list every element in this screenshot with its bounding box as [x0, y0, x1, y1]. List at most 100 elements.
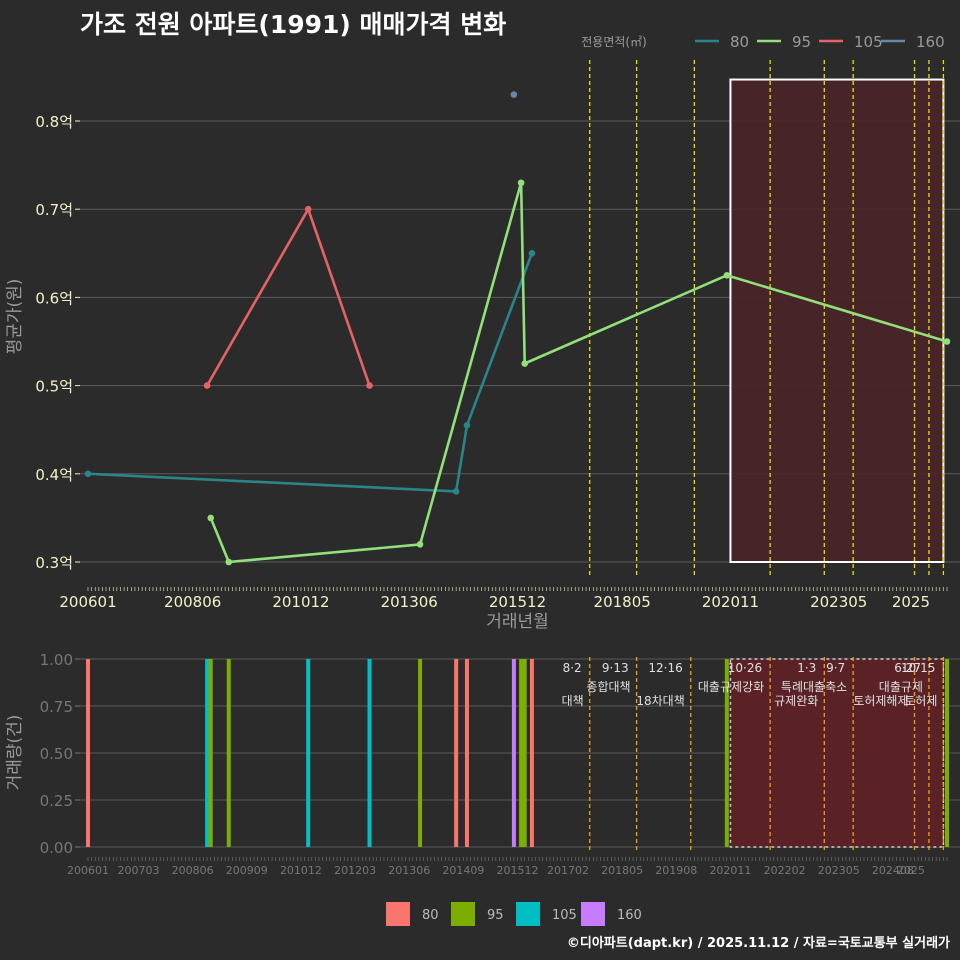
x-tick-label: 202305 — [810, 593, 867, 611]
price-policy-lines — [589, 60, 945, 578]
price-highlight-region — [729, 78, 945, 564]
legend-label-80: 80 — [422, 908, 439, 923]
policy-date: 8·2 — [563, 661, 582, 675]
data-point-95 — [521, 360, 529, 367]
x-tick-label: 2025 — [897, 864, 925, 877]
y-tick-label: 1.00 — [40, 651, 73, 669]
policy-label: 대책 — [562, 693, 584, 708]
bar-95 — [208, 659, 213, 847]
volume-policy-lines: 8·2 대책 9·13 종합대책 12·16 18차대책 10·26 대출규제강화 1·3 규제완… — [562, 657, 945, 853]
volume-highlight-region — [729, 658, 945, 848]
data-point-105 — [304, 205, 312, 213]
y-tick-label: 0.3억 — [35, 554, 73, 572]
data-point-95 — [517, 179, 525, 187]
price-legend[interactable]: 전용면적(㎡) 80 95 105 160 — [581, 33, 944, 51]
bar-160 — [511, 659, 516, 847]
y-tick-label: 0.5억 — [35, 378, 73, 396]
highlight-box — [729, 78, 945, 564]
x-tick-label: 201409 — [442, 864, 484, 877]
policy-label: 18차대책 — [636, 693, 684, 708]
data-point-95 — [207, 514, 215, 522]
x-tick-label: 202408 — [872, 864, 914, 877]
data-point-105 — [203, 382, 211, 389]
volume-bars — [86, 659, 949, 847]
x-tick-label: 201012 — [272, 593, 329, 611]
data-point-95 — [416, 541, 424, 548]
x-tick-label: 201805 — [601, 864, 643, 877]
x-tick-label: 201012 — [280, 864, 322, 877]
x-tick-label: 201805 — [594, 593, 651, 611]
x-tick-label: 201306 — [381, 593, 438, 611]
x-tick-label: 202202 — [764, 864, 806, 877]
policy-label: 대출규제강화 — [698, 680, 764, 694]
x-tick-label: 200703 — [118, 864, 160, 877]
chart-title: 가조 전원 아파트(1991) 매매가격 변화 — [80, 10, 507, 39]
bar-95 — [226, 659, 231, 847]
y-tick-label: 0.6억 — [35, 289, 73, 307]
legend-title: 전용면적(㎡) — [581, 35, 647, 49]
price-series — [84, 91, 951, 566]
y-tick-label: 0.8억 — [35, 113, 73, 131]
y-tick-label: 0.50 — [40, 745, 73, 763]
legend-key-105 — [516, 902, 540, 926]
x-tick-label: 201512 — [497, 864, 539, 877]
bar-80 — [464, 659, 469, 847]
policy-label: 특례대출축소 — [781, 680, 847, 694]
x-tick-label: 2025 — [892, 593, 930, 611]
y-axis-title: 거래량(건) — [5, 715, 25, 791]
x-tick-label: 201203 — [334, 864, 376, 877]
bar-105 — [367, 659, 372, 847]
legend-label-160: 160 — [617, 908, 642, 923]
policy-label: 규제완화 — [774, 694, 818, 708]
footer-credit: ©디아파트(dapt.kr) / 2025.11.12 / 자료=국토교통부 실… — [566, 936, 950, 951]
x-tick-label: 200909 — [226, 864, 268, 877]
x-tick-label: 202011 — [709, 864, 751, 877]
x-tick-label: 201702 — [547, 864, 589, 877]
x-tick-label: 202011 — [702, 593, 759, 611]
bar-80 — [529, 659, 534, 847]
policy-date: 12·16 — [648, 661, 682, 675]
bar-105 — [306, 659, 311, 847]
bar-95 — [522, 659, 527, 847]
data-point-95 — [723, 272, 731, 279]
data-point-80 — [528, 250, 536, 257]
x-tick-label: 200806 — [172, 864, 214, 877]
legend-label-105: 105 — [552, 908, 577, 923]
policy-label: 토허제해제 — [853, 694, 908, 708]
policy-date: 9·13 — [602, 661, 629, 675]
bar-95 — [724, 659, 729, 847]
x-tick-label: 200806 — [164, 593, 221, 611]
legend-label-160: 160 — [916, 33, 945, 51]
legend-key-80 — [386, 902, 410, 926]
bar-95 — [945, 659, 949, 847]
data-point-105 — [366, 382, 373, 389]
data-point-80 — [463, 421, 471, 429]
y-tick-label: 0.25 — [40, 792, 73, 810]
bar-80 — [86, 659, 90, 847]
y-tick-label: 0.75 — [40, 698, 73, 716]
data-point-80 — [84, 470, 92, 478]
y-tick-label: 0.7억 — [35, 201, 73, 219]
series-line-80 — [87, 252, 534, 493]
data-point-95 — [225, 558, 233, 566]
policy-label: 대출규제 — [879, 680, 923, 694]
x-tick-label: 201306 — [388, 864, 430, 877]
bar-80 — [454, 659, 459, 847]
y-tick-label: 0.4억 — [35, 466, 73, 484]
data-point-160 — [510, 91, 518, 98]
x-tick-label: 200601 — [67, 864, 109, 877]
x-tick-label: 201908 — [655, 864, 697, 877]
bar-105 — [205, 659, 210, 847]
policy-label: 토허제 — [904, 694, 937, 708]
price-axes: 0.3억 0.4억 0.5억 0.6억 0.7억 0.8억 200601 200806 2010… — [5, 113, 948, 632]
legend-label-95: 95 — [792, 33, 811, 51]
policy-date: 9·7 — [826, 661, 845, 675]
policy-date: 10·15 — [901, 661, 935, 675]
data-point-95 — [943, 338, 951, 345]
x-tick-label: 202305 — [818, 864, 860, 877]
volume-legend[interactable]: 80 95 105 160 — [386, 902, 642, 926]
x-tick-label: 200601 — [59, 593, 116, 611]
policy-date: 6·27 — [894, 661, 921, 675]
